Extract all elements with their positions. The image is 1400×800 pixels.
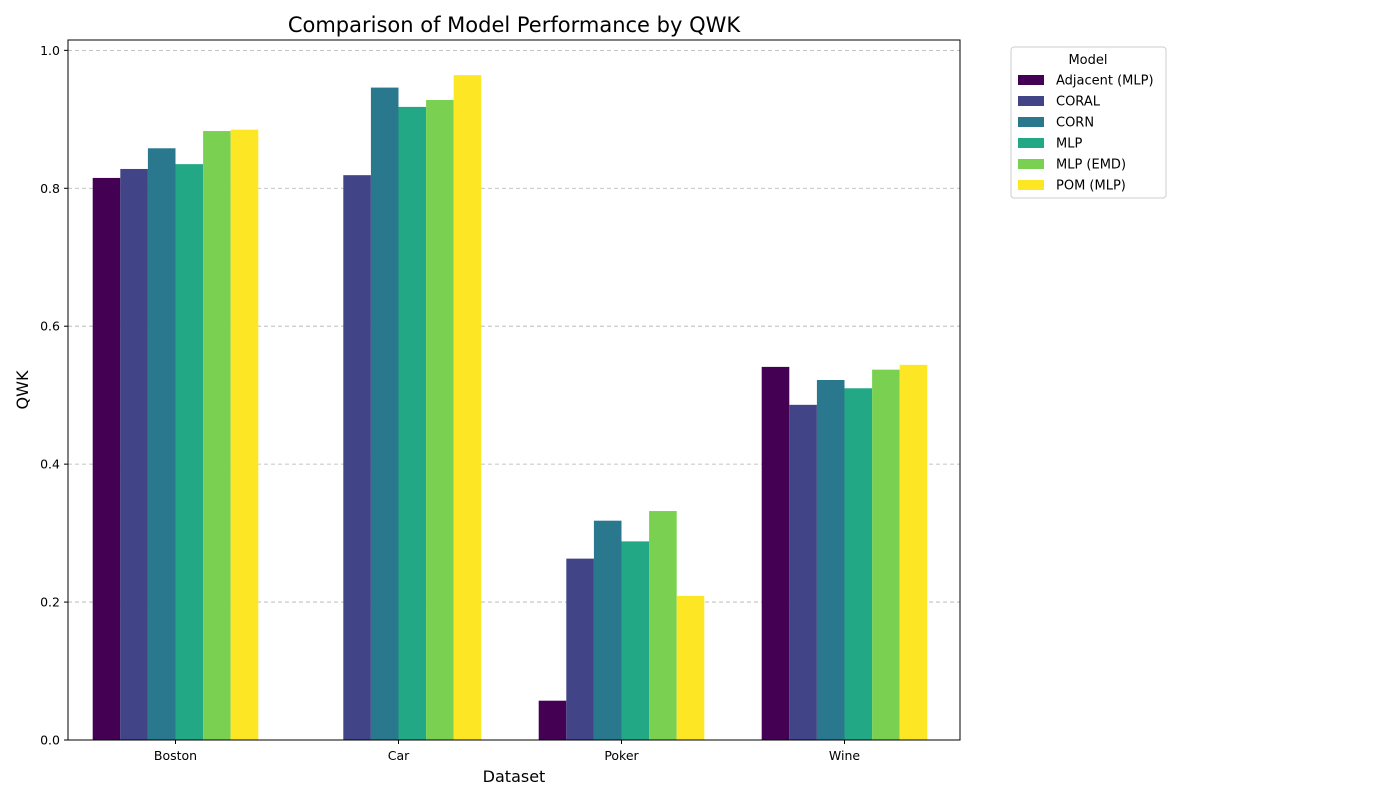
bar-car-3 (398, 106, 427, 741)
legend-swatch (1018, 138, 1044, 148)
x-tick-label: Wine (829, 748, 860, 763)
plot-frame (67, 39, 961, 741)
bar-car-4 (426, 100, 454, 740)
bar-boston-4 (203, 131, 231, 740)
y-tick-label: 1.0 (40, 43, 60, 58)
legend-frame (1010, 46, 1167, 199)
bar-poker-1 (566, 558, 594, 740)
bar-poker-2 (593, 520, 622, 740)
legend: Model Adjacent (MLP) CORAL CORN MLP MLP (EMD… (1010, 46, 1167, 199)
bar-boston-0 (92, 177, 121, 740)
bar-wine-0 (761, 366, 790, 740)
legend-label: CORN (1056, 116, 1094, 131)
legend-label: MLP (EMD) (1056, 158, 1126, 173)
bar-car-5 (453, 75, 482, 740)
y-tick-label: 0.0 (40, 733, 60, 748)
bars (92, 75, 928, 741)
legend-swatch (1018, 75, 1044, 85)
bar-boston-1 (120, 168, 148, 740)
chart-title: Comparison of Model Performance by QWK (288, 13, 742, 37)
legend-title: Model (1068, 53, 1107, 68)
x-tick-label: Boston (154, 748, 197, 763)
y-tick-label: 0.2 (40, 595, 60, 610)
bar-wine-4 (872, 369, 900, 740)
legend-label: CORAL (1056, 95, 1101, 110)
bar-boston-2 (147, 148, 176, 740)
legend-items: Adjacent (MLP) CORAL CORN MLP MLP (EMD) POM (… (1018, 74, 1154, 194)
x-axis-label: Dataset (483, 767, 546, 786)
bar-boston-5 (230, 129, 259, 741)
x-tick-label: Car (388, 748, 410, 763)
bar-car-2 (370, 87, 399, 741)
legend-label: Adjacent (MLP) (1056, 74, 1154, 89)
y-axis-ticks: 0.0 0.2 0.4 0.6 0.8 1.0 (40, 43, 68, 748)
legend-label: MLP (1056, 137, 1082, 152)
x-axis-ticks: Boston Car Poker Wine (154, 740, 860, 763)
legend-label: POM (MLP) (1056, 179, 1126, 194)
legend-swatch (1018, 117, 1044, 127)
bar-poker-3 (621, 541, 650, 740)
bar-wine-5 (899, 364, 928, 740)
bar-poker-4 (649, 511, 677, 740)
bar-wine-3 (844, 388, 873, 740)
legend-swatch (1018, 159, 1044, 169)
bar-wine-1 (789, 404, 817, 740)
legend-swatch (1018, 180, 1044, 190)
bar-wine-2 (816, 380, 845, 740)
y-axis-label: QWK (13, 370, 32, 409)
legend-swatch (1018, 96, 1044, 106)
bar-car-1 (343, 175, 371, 740)
bar-poker-0 (538, 700, 567, 740)
y-tick-label: 0.8 (40, 181, 60, 196)
bar-poker-5 (676, 595, 705, 740)
bar-boston-3 (175, 164, 204, 740)
y-tick-label: 0.6 (40, 319, 60, 334)
x-tick-label: Poker (604, 748, 639, 763)
y-tick-label: 0.4 (40, 457, 60, 472)
